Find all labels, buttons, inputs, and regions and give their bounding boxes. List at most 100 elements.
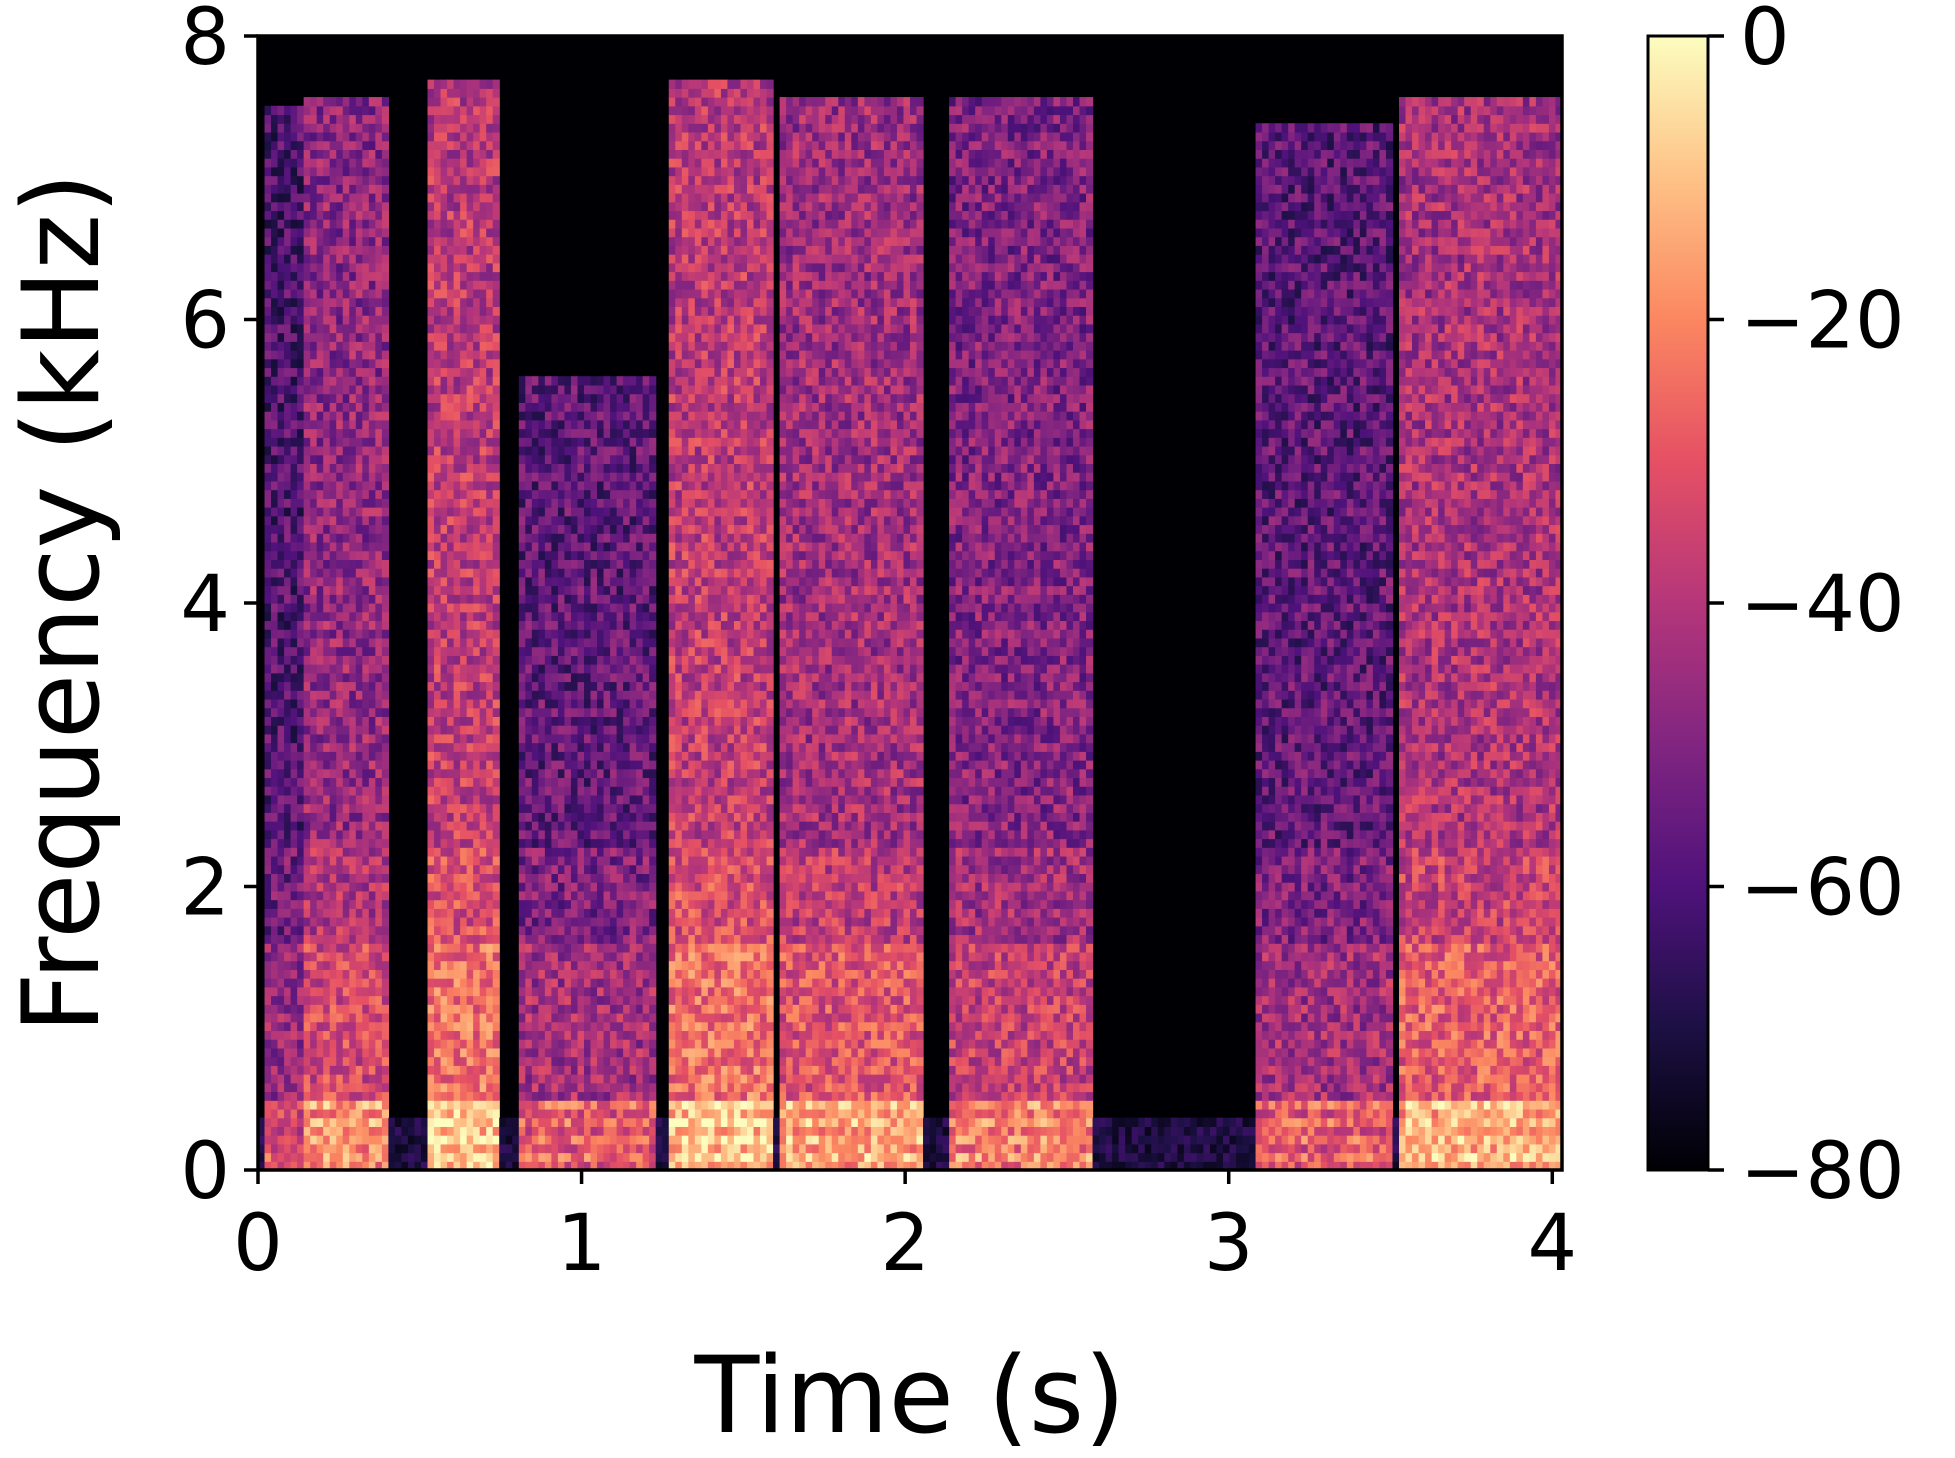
spectrogram-cell — [577, 1039, 585, 1049]
spectrogram-cell — [434, 306, 442, 316]
spectrogram-cell — [479, 271, 487, 281]
spectrogram-cell — [453, 951, 461, 962]
spectrogram-cell — [264, 873, 272, 883]
spectrogram-cell — [466, 681, 474, 691]
spectrogram-cell — [499, 1152, 507, 1162]
spectrogram-cell — [440, 550, 448, 560]
spectrogram-cell — [316, 855, 324, 866]
spectrogram-cell — [290, 969, 298, 979]
spectrogram-cell — [290, 768, 298, 779]
spectrogram-cell — [460, 384, 468, 395]
spectrogram-cell — [290, 890, 298, 901]
spectrogram-cell — [277, 611, 285, 622]
spectrogram-cell — [297, 1074, 305, 1084]
spectrogram-cell — [557, 917, 566, 927]
spectrogram-cell — [362, 637, 370, 648]
spectrogram-cell — [271, 559, 279, 569]
spectrogram-cell — [453, 236, 461, 246]
spectrogram-cell — [284, 341, 292, 351]
spectrogram-cell — [290, 672, 298, 683]
spectrogram-cell — [590, 934, 598, 944]
spectrogram-cell — [466, 306, 474, 316]
spectrogram-cell — [590, 978, 598, 988]
spectrogram-cell — [427, 254, 435, 264]
spectrogram-cell — [473, 463, 481, 473]
spectrogram-cell — [473, 847, 481, 857]
spectrogram-cell — [323, 873, 331, 883]
spectrogram-cell — [518, 1108, 526, 1119]
spectrogram-cell — [329, 445, 337, 456]
spectrogram-cell — [564, 1135, 572, 1145]
spectrogram-cell — [453, 1082, 461, 1093]
spectrogram-cell — [303, 969, 311, 979]
spectrogram-cell — [590, 454, 598, 465]
spectrogram-cell — [329, 254, 337, 264]
spectrogram-cell — [440, 158, 448, 168]
spectrogram-cell — [584, 463, 592, 473]
spectrogram-cell — [453, 864, 461, 875]
spectrogram-cell — [310, 1135, 318, 1145]
spectrogram-cell — [479, 1012, 487, 1023]
spectrogram-cell — [362, 951, 370, 962]
spectrogram-cell — [434, 114, 442, 124]
spectrogram-cell — [440, 1152, 448, 1162]
spectrogram-cell — [538, 655, 546, 665]
spectrogram-cell — [349, 925, 357, 936]
spectrogram-cell — [362, 882, 370, 892]
spectrogram-cell — [577, 411, 585, 421]
spectrogram-cell — [447, 812, 455, 822]
spectrogram-cell — [362, 419, 370, 430]
spectrogram-cell — [355, 201, 363, 212]
spectrogram-cell — [342, 794, 350, 805]
spectrogram-cell — [447, 166, 455, 177]
spectrogram-cell — [447, 550, 455, 560]
spectrogram-cell — [355, 123, 363, 133]
spectrogram-cell — [531, 507, 539, 517]
spectrogram-cell — [368, 890, 376, 901]
spectrogram-cell — [336, 1082, 344, 1093]
spectrogram-cell — [525, 1152, 533, 1162]
spectrogram-cell — [323, 227, 331, 238]
spectrogram-cell — [544, 411, 552, 421]
spectrogram-cell — [544, 655, 552, 665]
spectrogram-cell — [368, 690, 376, 700]
spectrogram-cell — [447, 411, 455, 421]
spectrogram-cell — [375, 1039, 383, 1049]
spectrogram-cell — [323, 690, 331, 700]
spectrogram-cell — [290, 1012, 298, 1023]
spectrogram-cell — [473, 1082, 481, 1093]
spectrogram-cell — [466, 1047, 474, 1058]
spectrogram-cell — [427, 297, 435, 308]
spectrogram-cell — [577, 664, 585, 674]
spectrogram-cell — [297, 166, 305, 177]
spectrogram-cell — [329, 1056, 337, 1066]
spectrogram-cell — [434, 131, 442, 142]
spectrogram-cell — [460, 576, 468, 587]
spectrogram-cell — [525, 829, 533, 840]
spectrogram-cell — [284, 1100, 292, 1110]
spectrogram-cell — [427, 969, 435, 979]
spectrogram-cell — [531, 1152, 539, 1162]
spectrogram-cell — [407, 1117, 416, 1127]
spectrogram-cell — [316, 1100, 324, 1110]
spectrogram-cell — [362, 254, 370, 264]
spectrogram-cell — [492, 367, 500, 377]
spectrogram-cell — [440, 280, 448, 290]
spectrogram-cell — [421, 1152, 429, 1162]
spectrogram-cell — [518, 995, 526, 1005]
spectrogram-cell — [544, 559, 552, 569]
spectrogram-cell — [538, 1056, 546, 1066]
spectrogram-cell — [349, 140, 357, 150]
spectrogram-cell — [362, 1143, 370, 1154]
spectrogram-cell — [342, 280, 350, 290]
spectrogram-cell — [557, 515, 566, 526]
spectrogram-cell — [381, 882, 389, 892]
spectrogram-cell — [342, 498, 350, 508]
spectrogram-cell — [284, 707, 292, 717]
spectrogram-cell — [453, 341, 461, 351]
spectrogram-cell — [603, 838, 611, 848]
spectrogram-cell — [362, 533, 370, 543]
spectrogram-cell — [440, 201, 448, 212]
spectrogram-cell — [447, 568, 455, 578]
spectrogram-cell — [290, 986, 298, 997]
